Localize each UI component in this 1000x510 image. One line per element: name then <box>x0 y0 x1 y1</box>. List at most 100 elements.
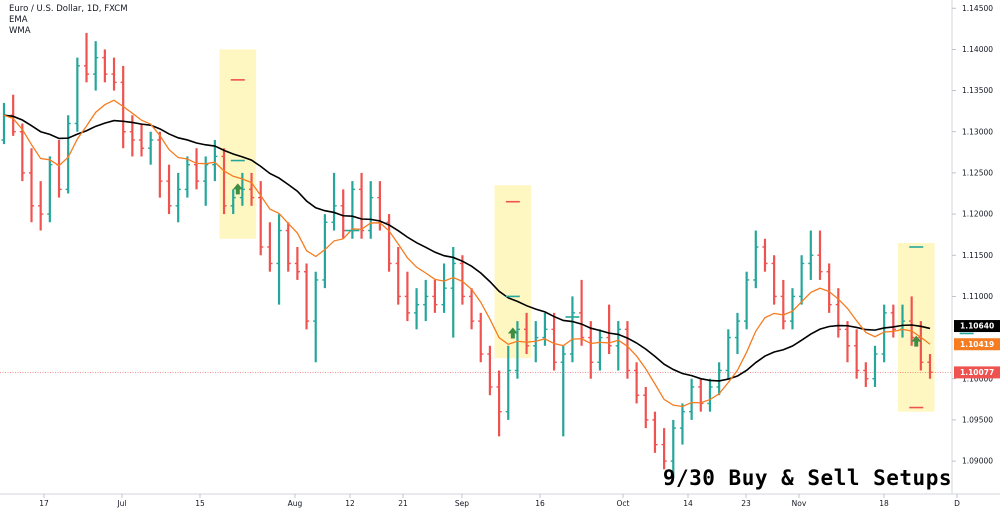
x-tick-label: Jul <box>116 499 126 508</box>
wma-price-label-bg <box>954 320 1000 333</box>
price-bar <box>313 271 319 363</box>
x-tick-label: 12 <box>345 499 355 508</box>
price-bar <box>10 94 16 136</box>
last-price-label-bg <box>954 366 1000 379</box>
wma-line <box>3 114 931 382</box>
price-bar <box>716 362 722 396</box>
price-bar <box>47 156 53 223</box>
price-bar <box>523 312 530 355</box>
x-tick-label: 17 <box>39 499 49 508</box>
y-tick-label: 1.09500 <box>962 416 993 425</box>
price-bar <box>844 321 851 363</box>
price-bar <box>19 123 25 182</box>
price-bar <box>340 189 346 239</box>
price-bars <box>1 32 933 478</box>
time-axis: 17 Jul 15 Aug 12 21 Sep 16 Oct 14 23 Nov 18 D <box>39 494 960 508</box>
price-bar <box>276 214 282 305</box>
y-tick-label: 1.12500 <box>962 169 993 178</box>
y-tick-label: 1.10000 <box>962 374 993 383</box>
symbol-title: Euro / U.S. Dollar, 1D, FXCM <box>9 4 128 14</box>
price-bar <box>65 115 71 194</box>
y-tick-label: 1.11500 <box>962 251 993 260</box>
price-bar <box>744 271 750 330</box>
price-bar <box>661 428 667 470</box>
price-bar <box>542 312 548 346</box>
x-tick-label: 18 <box>879 499 889 508</box>
price-bar <box>780 279 786 330</box>
price-bar <box>606 304 612 355</box>
y-tick-label: 1.11000 <box>962 292 993 301</box>
price-bar <box>93 41 99 91</box>
last-price-label: 1.10077 <box>960 368 994 377</box>
y-tick-label: 1.13000 <box>962 127 993 136</box>
x-tick-label: 15 <box>195 499 205 508</box>
price-bar <box>441 263 447 313</box>
y-tick-label: 1.09000 <box>962 457 993 466</box>
price-bar <box>808 230 814 280</box>
price-bar <box>184 156 190 198</box>
price-bar <box>28 148 35 223</box>
price-bar <box>762 238 768 272</box>
price-bar <box>248 172 255 206</box>
y-tick-label: 1.12000 <box>962 210 993 219</box>
price-bar <box>157 131 163 198</box>
price-bar <box>487 345 493 396</box>
price-bar <box>725 329 731 379</box>
price-bar <box>670 419 676 478</box>
price-bar <box>395 247 401 305</box>
setup-1-highlight <box>219 49 257 239</box>
price-bar <box>551 312 557 371</box>
price-bar <box>560 345 566 437</box>
price-bar <box>221 148 227 215</box>
price-bar <box>854 329 860 379</box>
ema-price-label-bg <box>954 338 1000 351</box>
x-tick-label: 23 <box>741 499 751 508</box>
price-bar <box>423 279 429 322</box>
price-bar <box>230 189 236 215</box>
price-bar <box>872 345 878 387</box>
price-bar <box>753 230 759 289</box>
price-axis: 1.14500 1.14000 1.13500 1.13000 1.12500 1.120… <box>952 4 993 466</box>
x-tick-label: Oct <box>617 499 630 508</box>
price-bar <box>258 181 264 256</box>
price-bar <box>303 263 310 330</box>
price-bar <box>835 288 841 338</box>
price-bar <box>588 321 594 379</box>
price-bar <box>643 386 649 429</box>
price-bar <box>634 362 640 404</box>
x-tick-label: D <box>954 499 960 508</box>
price-bar <box>432 279 438 313</box>
price-bar <box>148 131 154 165</box>
price-bar <box>450 247 456 338</box>
y-tick-label: 1.14500 <box>962 4 993 13</box>
price-bar <box>459 255 466 305</box>
price-bar <box>285 222 291 272</box>
price-bar <box>863 362 869 387</box>
chart-caption: 9/30 Buy & Sell Setups <box>662 466 952 490</box>
ema-line <box>3 99 931 408</box>
price-bar <box>927 354 933 379</box>
wma-legend: WMA <box>9 26 31 36</box>
price-bar <box>138 123 145 157</box>
x-tick-label: Nov <box>792 499 807 508</box>
price-bar <box>368 181 374 239</box>
price-bar <box>386 214 392 272</box>
chart-legend: Euro / U.S. Dollar, 1D, FXCM EMA WMA <box>9 4 128 37</box>
price-bar <box>175 172 181 223</box>
price-bar <box>404 271 411 322</box>
wma-price-label: 1.10640 <box>960 322 994 331</box>
x-tick-label: 14 <box>683 499 693 508</box>
price-bar <box>102 49 108 83</box>
price-bar <box>1 102 7 145</box>
price-bar <box>652 411 658 453</box>
price-bar <box>322 214 328 289</box>
y-tick-label: 1.13500 <box>962 86 993 95</box>
price-bar <box>789 288 796 330</box>
price-bar <box>505 345 511 420</box>
price-bar <box>909 296 915 346</box>
price-bar <box>707 378 713 412</box>
x-tick-label: 21 <box>398 499 408 508</box>
price-bar <box>817 230 823 280</box>
price-bar <box>358 172 365 239</box>
